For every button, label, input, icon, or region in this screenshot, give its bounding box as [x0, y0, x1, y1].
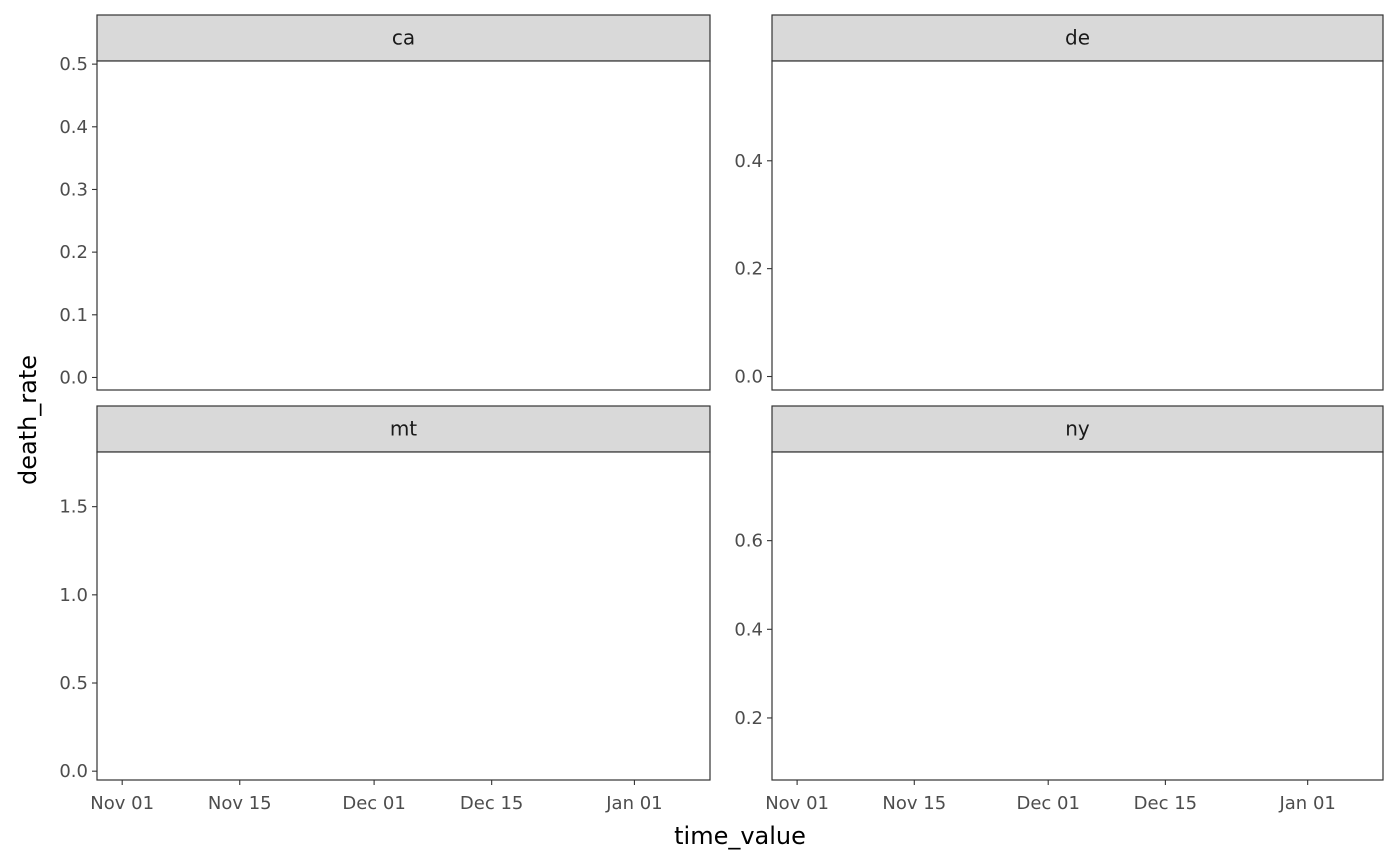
y-tick-label: 0.0: [59, 761, 88, 782]
facet-strip-ca: [96, 14, 711, 62]
x-tick-label: Nov 01: [765, 793, 829, 814]
facet-mt: mt 0.0 0.5 1.0 1.5 Nov 01 Nov 15 Dec 01 Dec 15 Ja…: [59, 405, 711, 814]
y-tick-label: 0.2: [59, 242, 88, 263]
facet-de: de 0.0 0.2 0.4: [734, 14, 1384, 391]
facet-label-mt: mt: [390, 417, 417, 441]
panel-border: [771, 451, 1384, 781]
x-tick-label: Nov 15: [208, 793, 272, 814]
y-tick-label: 0.6: [734, 531, 763, 552]
y-tick-label: 0.4: [734, 151, 763, 172]
y-tick-label: 0.5: [59, 54, 88, 75]
x-tick-label: Nov 15: [882, 793, 946, 814]
facet-strip-mt: [96, 405, 711, 453]
x-tick-label: Nov 01: [90, 793, 154, 814]
x-tick-label: Jan 01: [1278, 793, 1335, 814]
x-tick-label: Dec 15: [460, 793, 523, 814]
facet-strip-ny: [771, 405, 1384, 453]
x-tick-label: Dec 01: [342, 793, 405, 814]
facet-ca: ca 0.0 0.1 0.2 0.3 0.4 0.5: [59, 14, 711, 391]
y-tick-label: 0.5: [59, 673, 88, 694]
facet-panels: ca 0.0 0.1 0.2 0.3 0.4 0.5 de 0.0 0.2 0.4 mt 0.0 0.5 1…: [59, 14, 1384, 814]
y-tick-label: 1.0: [59, 585, 88, 606]
panel-border: [771, 60, 1384, 391]
y-tick-label: 0.3: [59, 179, 88, 200]
y-tick-label: 0.2: [734, 259, 763, 280]
facet-label-ca: ca: [392, 26, 415, 50]
y-tick-label: 0.0: [59, 367, 88, 388]
y-tick-label: 1.5: [59, 497, 88, 518]
facet-ny: ny 0.2 0.4 0.6 Nov 01 Nov 15 Dec 01 Dec 15 Jan 0…: [734, 405, 1384, 814]
x-tick-label: Jan 01: [605, 793, 662, 814]
x-tick-label: Dec 15: [1134, 793, 1197, 814]
panel-border: [96, 60, 711, 391]
facet-label-de: de: [1065, 26, 1090, 50]
y-tick-label: 0.1: [59, 305, 88, 326]
facet-label-ny: ny: [1065, 417, 1090, 441]
y-tick-label: 0.2: [734, 708, 763, 729]
y-axis-title: death_rate: [14, 355, 42, 485]
y-tick-label: 0.4: [734, 619, 763, 640]
panel-border: [96, 451, 711, 781]
y-tick-label: 0.4: [59, 117, 88, 138]
y-tick-label: 0.0: [734, 367, 763, 388]
x-tick-label: Dec 01: [1016, 793, 1079, 814]
x-axis-title: time_value: [674, 822, 806, 850]
